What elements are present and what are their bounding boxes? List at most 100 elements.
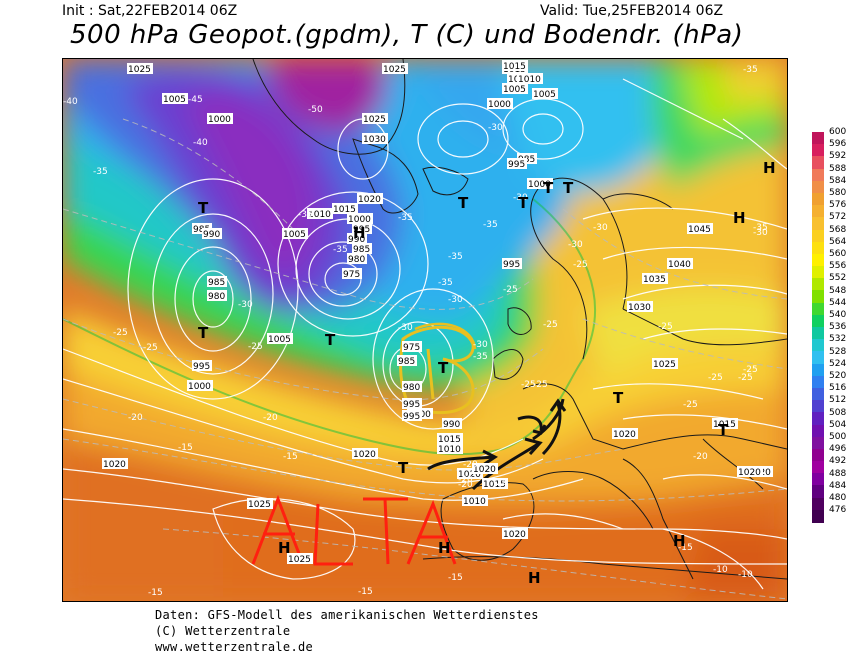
isotherm-label: -25	[743, 365, 758, 375]
svg-text:1025: 1025	[363, 115, 386, 125]
isotherm-label: -15	[358, 587, 373, 597]
isotherm-label: -40	[63, 97, 78, 107]
svg-text:995: 995	[403, 412, 420, 422]
svg-text:995: 995	[503, 260, 520, 270]
low-pressure-center: T	[398, 459, 409, 477]
isotherm-label: -30	[238, 300, 253, 310]
isotherm-label: -20	[463, 460, 478, 470]
colorbar-tick-label: 484	[829, 480, 847, 491]
svg-text:1020: 1020	[503, 530, 526, 540]
user-annotations	[251, 322, 567, 566]
high-pressure-center: H	[278, 539, 291, 557]
colorbar-tick-label: 532	[829, 334, 847, 345]
coastlines	[252, 59, 787, 580]
colorbar-tick-label: 508	[829, 407, 847, 418]
colorbar-swatch	[812, 253, 824, 267]
svg-text:1015: 1015	[333, 205, 356, 215]
colorbar-swatch	[812, 168, 824, 182]
colorbar-tick-label: 600	[829, 127, 847, 137]
isotherm-label: -35	[743, 65, 758, 75]
svg-text:1000: 1000	[488, 100, 511, 110]
isotherm-label: -25	[143, 343, 158, 353]
isobar-label: 1000	[527, 178, 553, 190]
colorbar-swatch	[812, 217, 824, 230]
isobar-label: 1020	[102, 458, 128, 470]
isotherm-label: -35	[333, 245, 348, 255]
isobar-label: 995	[192, 360, 212, 372]
colorbar-swatch	[812, 497, 824, 511]
svg-text:995: 995	[353, 225, 370, 235]
svg-text:1000: 1000	[348, 215, 371, 225]
svg-text:1000: 1000	[208, 115, 231, 125]
svg-text:1020: 1020	[358, 195, 381, 205]
svg-text:1020: 1020	[353, 450, 376, 460]
isobar-label: 1015	[712, 418, 738, 430]
low-pressure-center: T	[198, 199, 209, 217]
colorbar-swatch	[812, 387, 824, 401]
chart-title: 500 hPa Geopot.(gpdm), T (C) und Bodendr…	[70, 20, 744, 50]
isotherm-label: -15	[448, 573, 463, 583]
colorbar-tick-label: 580	[829, 188, 847, 198]
isotherm-label: -15	[178, 443, 193, 453]
init-time: Init : Sat,22FEB2014 06Z	[62, 3, 238, 19]
svg-text:1030: 1030	[363, 135, 386, 145]
colorbar-tick-label: 556	[829, 261, 847, 272]
isobar-label: 1030	[362, 133, 388, 145]
low-pressure-center: T	[543, 179, 554, 197]
colorbar-swatch	[812, 192, 824, 206]
isobar-label: 985	[352, 243, 372, 255]
svg-text:1005: 1005	[503, 85, 526, 95]
isobar-label: 1025	[287, 553, 313, 565]
svg-text:1040: 1040	[668, 260, 691, 270]
colorbar-tick-label: 492	[829, 456, 847, 467]
isotherm-label: -35	[298, 210, 313, 220]
isobar-label: 975	[402, 341, 422, 353]
svg-text:1020: 1020	[738, 468, 761, 478]
svg-text:975: 975	[403, 343, 420, 353]
isotherm-label: -30	[513, 193, 528, 203]
svg-text:1035: 1035	[643, 275, 666, 285]
svg-text:990: 990	[443, 420, 460, 430]
isobar-label: 1005	[267, 333, 293, 345]
colorbar-tick-label: 572	[829, 212, 847, 223]
colorbar-swatch	[812, 436, 824, 450]
colorbar-tick-label: 592	[829, 151, 847, 162]
low-pressure-center: T	[518, 194, 529, 212]
colorbar-swatch	[812, 327, 824, 340]
low-pressure-center: T	[198, 324, 209, 342]
isobar-label: 1020	[352, 448, 378, 460]
isobar-label: 1000	[187, 380, 213, 392]
colorbar-swatch	[812, 278, 824, 291]
svg-text:1020: 1020	[613, 430, 636, 440]
colorbar-swatch	[812, 473, 824, 486]
colorbar-swatch	[812, 461, 824, 474]
svg-text:980: 980	[348, 255, 365, 265]
isobar-label: 995	[402, 410, 422, 422]
isobar-label: 1010	[437, 443, 463, 455]
alta-scribble	[251, 494, 457, 566]
isotherm-label: -35	[753, 223, 768, 233]
colorbar-tick-label: 500	[829, 432, 847, 442]
svg-text:980: 980	[403, 383, 420, 393]
footer-url: www.wetterzentrale.de	[155, 640, 314, 654]
colorbar-swatch	[812, 156, 824, 170]
isobar-label: 1005	[162, 93, 188, 105]
svg-text:990: 990	[348, 235, 365, 245]
svg-text:1025: 1025	[128, 65, 151, 75]
isotherm-label: -10	[713, 565, 728, 575]
svg-text:985: 985	[208, 278, 225, 288]
isotherm-label: -30	[473, 340, 488, 350]
pressure-labels: 1025 1025 1015 1010 1005 1005 1000 1025 1030 1000…	[102, 60, 773, 565]
high-pressure-center: H	[673, 532, 686, 550]
svg-text:1025: 1025	[653, 360, 676, 370]
isobar-label: 1040	[667, 258, 693, 270]
colorbar-tick-label: 528	[829, 346, 847, 357]
colorbar-swatch	[812, 400, 824, 413]
colorbar-tick-label: 552	[829, 273, 847, 284]
isotherm-label: -20	[493, 478, 508, 488]
isotherm-label: -25	[533, 380, 548, 390]
isotherm-label: -25	[573, 260, 588, 270]
isotherm-label: -25	[658, 322, 673, 332]
colorbar-tick-label: 564	[829, 236, 847, 247]
isobar-label: 1035	[642, 273, 668, 285]
